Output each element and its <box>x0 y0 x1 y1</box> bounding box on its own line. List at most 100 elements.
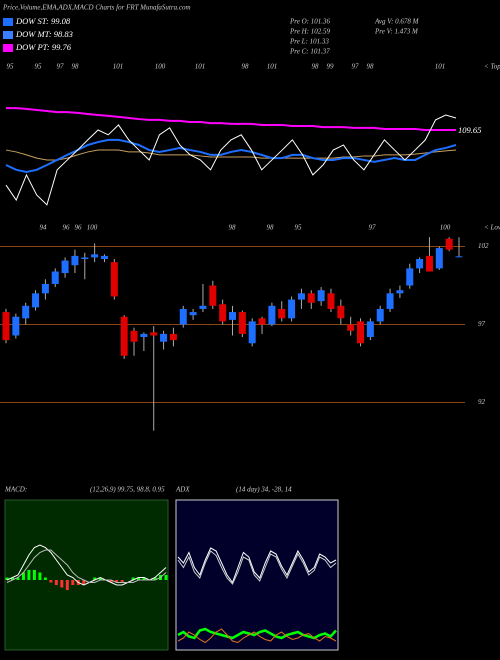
candle-body <box>406 268 414 286</box>
line <box>5 114 457 206</box>
candle-body <box>396 290 404 294</box>
panel-subtitle: (12,26,9) 99.75, 98.8, 0.95 <box>90 486 165 494</box>
panel-subtitle: (14 day) 34, -28, 14 <box>236 486 292 494</box>
candle-body <box>229 312 236 320</box>
histogram-bar <box>21 572 25 580</box>
top-label: 101 <box>113 63 124 71</box>
candle-body <box>455 256 463 258</box>
candle-body <box>376 308 384 322</box>
candle-body <box>189 312 197 316</box>
price-label: 109.65 <box>458 125 481 135</box>
line <box>177 547 337 584</box>
candle-body <box>386 293 394 309</box>
candle-body <box>248 321 256 344</box>
candle-body <box>91 254 99 258</box>
candle-body <box>209 285 217 306</box>
low-label: 100 <box>440 224 451 232</box>
info: Pre O: 101.36 <box>289 18 330 26</box>
line <box>177 627 337 640</box>
candle-body <box>169 333 177 341</box>
candle-body <box>12 316 20 336</box>
top-label: 97 <box>57 63 65 71</box>
candle-body <box>100 255 108 260</box>
candle-body <box>425 255 433 272</box>
top-label: 101 <box>267 63 278 71</box>
line <box>177 550 337 585</box>
top-label: 98 <box>72 63 80 71</box>
low-label: 95 <box>295 224 303 232</box>
top-label: 97 <box>352 63 360 71</box>
candle-body <box>258 318 266 325</box>
line <box>177 628 337 644</box>
histogram-bar <box>43 577 47 580</box>
candle-body <box>416 259 424 269</box>
line <box>6 107 456 132</box>
candle-body <box>366 321 374 338</box>
candle-body <box>268 305 276 325</box>
histogram-bar <box>71 580 75 585</box>
histogram-bar <box>10 577 14 580</box>
histogram-bar <box>5 577 9 580</box>
histogram-bar <box>16 577 20 580</box>
histogram-bar <box>115 580 119 583</box>
candle-body <box>160 333 168 342</box>
candle-body <box>32 293 40 308</box>
top-label: 98 <box>312 63 320 71</box>
histogram-bar <box>120 580 124 583</box>
candle-body <box>357 321 365 344</box>
histogram-bar <box>32 570 36 580</box>
line <box>6 549 167 583</box>
candle-body <box>327 293 335 309</box>
line <box>6 544 167 586</box>
candle-body <box>288 299 296 319</box>
top-label: 100 <box>155 63 166 71</box>
histogram-bar <box>49 580 53 583</box>
candle-body <box>61 260 69 274</box>
legend-swatch <box>3 31 13 39</box>
candle-body <box>337 305 345 319</box>
candle-body <box>297 293 305 300</box>
histogram-bar <box>54 580 58 585</box>
histogram-bar <box>142 577 146 580</box>
top-label: 95 <box>35 63 43 71</box>
page-title: Price,Volume,EMA,ADX,MACD Charts for FRT… <box>2 4 191 12</box>
panel-title: MACD: <box>4 486 27 494</box>
candle-body <box>219 304 227 322</box>
panel-bg <box>4 499 169 651</box>
histogram-bar <box>153 577 157 580</box>
candle-body <box>41 283 49 294</box>
panel-title: ADX <box>175 486 190 494</box>
y-tick-label: 92 <box>478 398 486 406</box>
legend-label: DOW MT: 98.83 <box>15 29 73 39</box>
candle-body <box>51 271 59 284</box>
top-label: 98 <box>367 63 375 71</box>
histogram-bar <box>137 577 141 580</box>
legend-label: DOW ST: 99.08 <box>15 16 71 26</box>
top-label: 99 <box>327 63 335 71</box>
info: Pre L: 101.33 <box>289 38 329 46</box>
candle-body <box>130 330 138 342</box>
candle-body <box>71 255 79 266</box>
candle-body <box>278 308 286 319</box>
low-label: 98 <box>267 224 275 232</box>
top-label: 98 <box>242 63 250 71</box>
candle-body <box>179 308 187 325</box>
candle-body <box>2 312 10 341</box>
candle-body <box>81 257 89 260</box>
histogram-bar <box>65 580 69 590</box>
candle-body <box>317 290 325 302</box>
line <box>5 138 457 173</box>
candle-body <box>435 248 443 269</box>
candle-body <box>120 316 128 356</box>
info: Avg V: 0.678 M <box>374 18 420 26</box>
panel-label: < Lows <box>484 224 500 232</box>
histogram-bar <box>98 577 102 580</box>
panel-label: < Tops <box>484 63 500 71</box>
candle-body <box>140 333 148 338</box>
histogram-bar <box>109 580 113 583</box>
histogram-bar <box>27 570 31 580</box>
candle-body <box>238 312 246 334</box>
info: Pre H: 102.59 <box>289 28 330 36</box>
